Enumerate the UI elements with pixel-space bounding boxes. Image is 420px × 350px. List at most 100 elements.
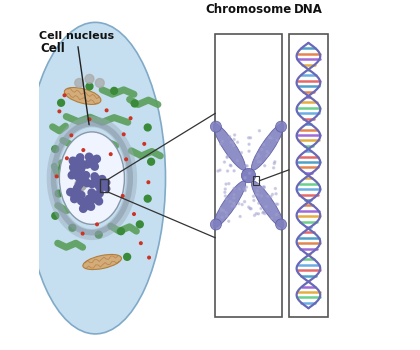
- Circle shape: [249, 137, 252, 139]
- Circle shape: [275, 193, 277, 195]
- Circle shape: [131, 100, 138, 107]
- Circle shape: [52, 146, 59, 153]
- Circle shape: [276, 139, 278, 141]
- Circle shape: [274, 188, 276, 190]
- Circle shape: [252, 195, 255, 197]
- Circle shape: [143, 142, 146, 145]
- Circle shape: [230, 165, 232, 167]
- Circle shape: [234, 134, 236, 136]
- Circle shape: [118, 228, 124, 234]
- Circle shape: [110, 153, 112, 155]
- Circle shape: [263, 211, 265, 213]
- Circle shape: [266, 150, 268, 153]
- Text: Chromosome: Chromosome: [205, 2, 291, 15]
- Circle shape: [268, 152, 270, 154]
- Circle shape: [228, 220, 230, 222]
- Circle shape: [239, 188, 240, 190]
- Circle shape: [233, 187, 235, 189]
- Circle shape: [263, 144, 265, 146]
- Ellipse shape: [251, 181, 284, 228]
- Circle shape: [105, 109, 108, 112]
- Ellipse shape: [210, 219, 221, 230]
- Circle shape: [220, 209, 222, 211]
- Circle shape: [243, 188, 245, 190]
- Circle shape: [121, 195, 124, 197]
- Circle shape: [274, 161, 276, 163]
- Circle shape: [244, 189, 246, 191]
- Circle shape: [245, 165, 247, 167]
- Circle shape: [264, 165, 266, 167]
- Circle shape: [232, 202, 234, 204]
- Circle shape: [75, 179, 87, 191]
- Circle shape: [63, 94, 66, 97]
- Circle shape: [226, 156, 228, 159]
- Circle shape: [148, 256, 150, 259]
- Circle shape: [220, 208, 222, 210]
- Ellipse shape: [213, 181, 246, 228]
- Circle shape: [244, 177, 246, 179]
- Circle shape: [58, 99, 65, 106]
- Circle shape: [245, 186, 247, 188]
- Ellipse shape: [64, 88, 101, 104]
- Circle shape: [270, 196, 272, 198]
- Circle shape: [233, 170, 235, 172]
- Circle shape: [262, 212, 264, 214]
- Circle shape: [257, 183, 259, 186]
- Circle shape: [129, 117, 132, 119]
- Bar: [215, 34, 282, 317]
- Circle shape: [258, 130, 260, 132]
- Circle shape: [233, 138, 235, 140]
- Circle shape: [55, 175, 58, 178]
- Ellipse shape: [59, 132, 124, 224]
- Circle shape: [257, 161, 260, 163]
- Circle shape: [66, 157, 68, 160]
- Circle shape: [228, 135, 231, 138]
- Circle shape: [111, 88, 118, 94]
- Circle shape: [233, 144, 235, 146]
- Circle shape: [257, 186, 260, 188]
- Circle shape: [136, 221, 143, 228]
- Circle shape: [277, 203, 279, 205]
- Circle shape: [276, 214, 278, 216]
- Circle shape: [124, 253, 131, 260]
- Circle shape: [232, 141, 234, 144]
- Circle shape: [273, 162, 275, 164]
- Circle shape: [236, 160, 238, 162]
- Circle shape: [226, 155, 228, 158]
- Circle shape: [81, 232, 84, 235]
- Circle shape: [271, 193, 273, 195]
- Circle shape: [236, 141, 239, 143]
- Circle shape: [253, 199, 255, 202]
- Circle shape: [147, 181, 150, 183]
- Circle shape: [247, 137, 249, 139]
- Circle shape: [260, 161, 262, 163]
- Circle shape: [265, 205, 267, 208]
- Circle shape: [257, 153, 259, 155]
- Circle shape: [256, 157, 258, 159]
- Bar: [100, 179, 108, 192]
- Circle shape: [133, 213, 135, 215]
- Circle shape: [86, 83, 93, 90]
- Circle shape: [246, 165, 248, 167]
- Circle shape: [58, 110, 60, 113]
- Circle shape: [95, 231, 102, 238]
- Circle shape: [221, 216, 223, 218]
- Circle shape: [223, 161, 226, 163]
- Circle shape: [263, 187, 265, 189]
- Circle shape: [221, 140, 223, 142]
- Circle shape: [88, 118, 91, 120]
- Circle shape: [248, 143, 250, 145]
- Circle shape: [225, 183, 227, 185]
- Circle shape: [248, 150, 250, 152]
- Circle shape: [263, 186, 265, 188]
- Circle shape: [229, 164, 231, 166]
- Circle shape: [265, 155, 268, 157]
- Circle shape: [267, 195, 269, 197]
- Circle shape: [52, 212, 59, 219]
- Circle shape: [270, 137, 272, 139]
- Text: DNA: DNA: [294, 2, 323, 15]
- Circle shape: [234, 205, 236, 207]
- Text: Cell: Cell: [41, 42, 65, 55]
- Circle shape: [233, 203, 235, 205]
- Circle shape: [270, 217, 273, 219]
